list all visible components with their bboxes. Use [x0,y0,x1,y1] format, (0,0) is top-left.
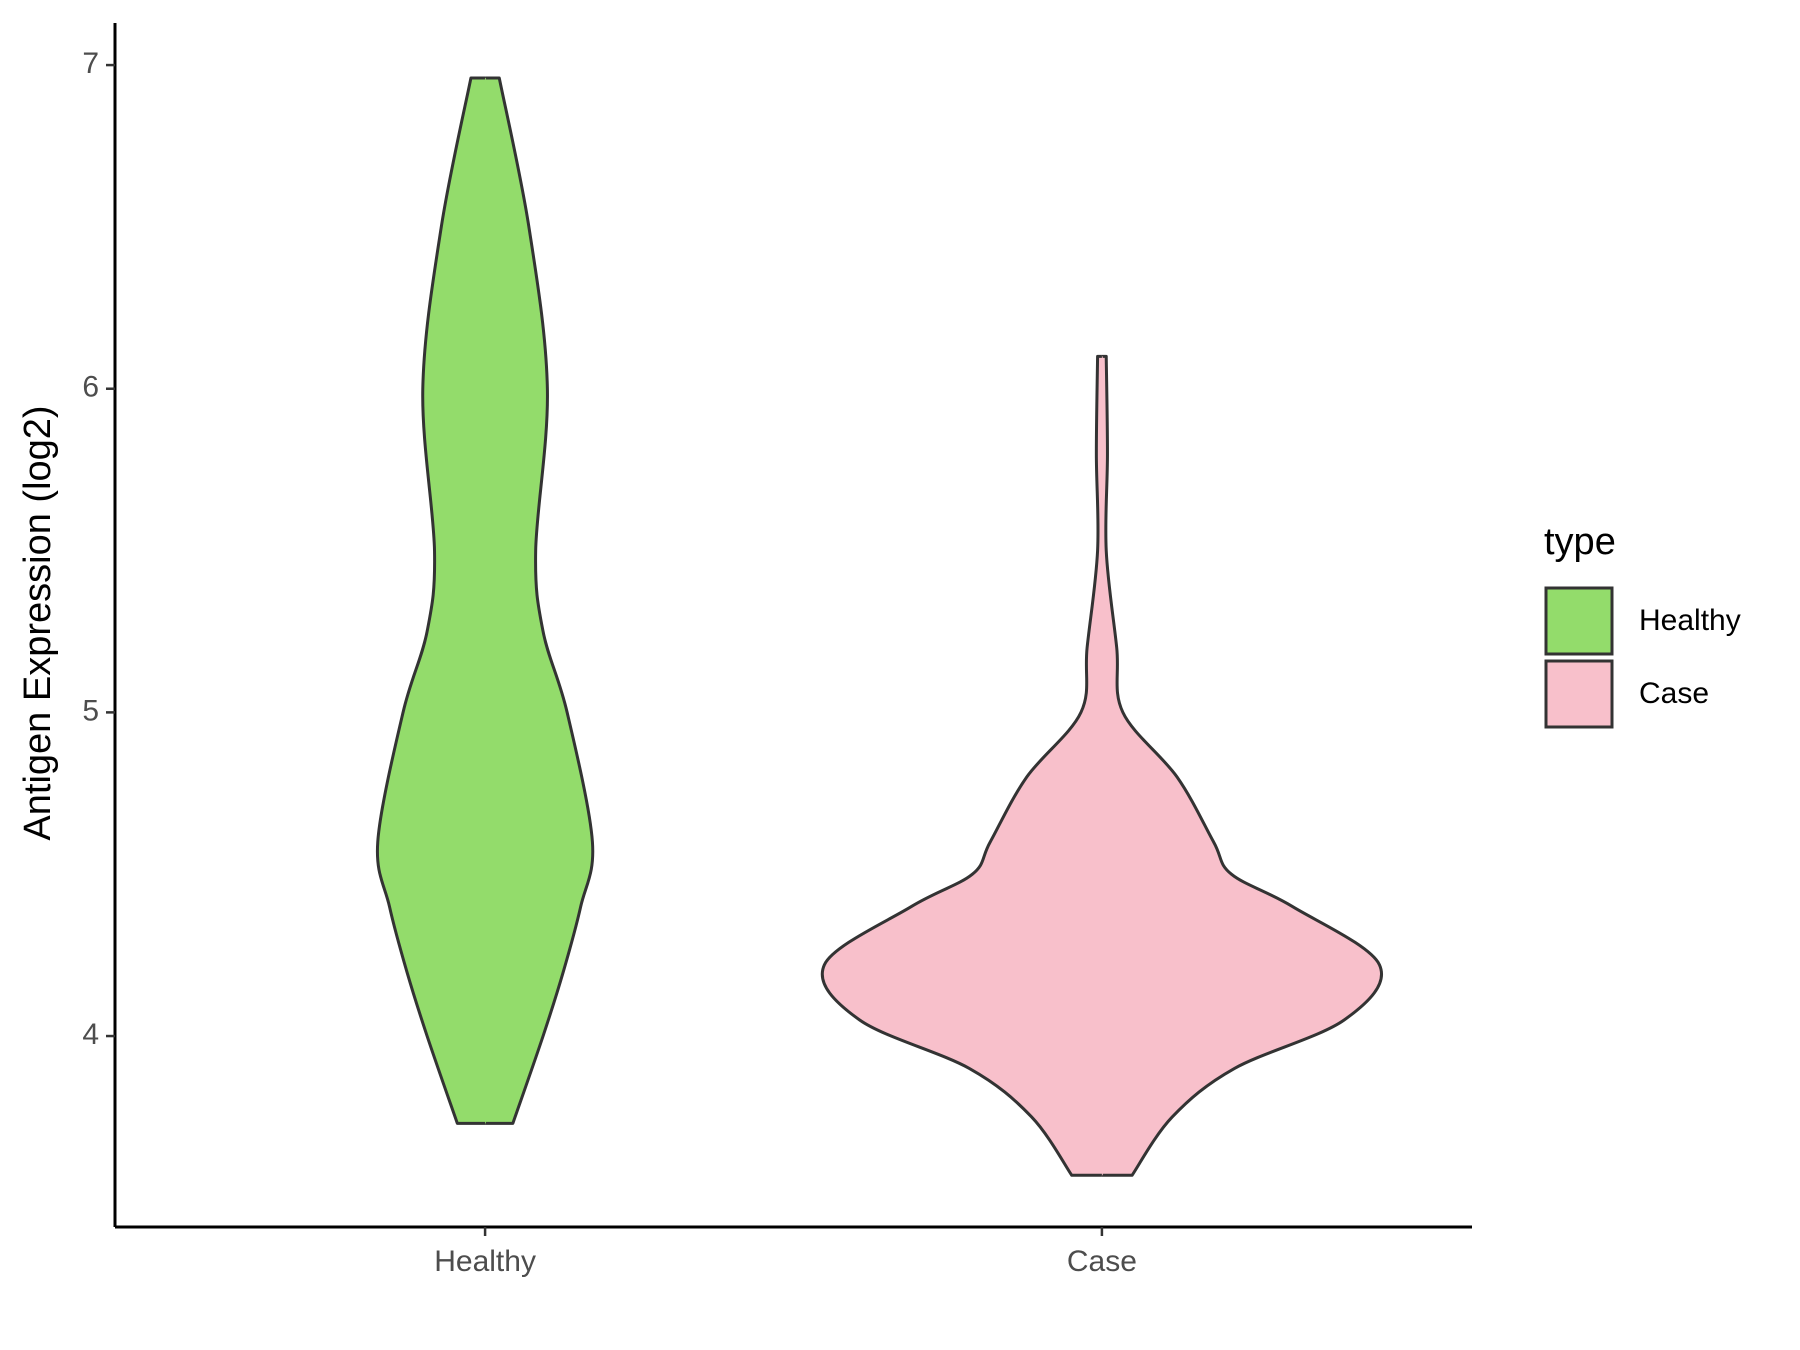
violin-half-fill [1101,356,1382,1176]
violin-outline [485,76,595,1125]
x-tick-label: Case [1067,1245,1137,1278]
violin-half-fill [822,356,1103,1176]
y-axis-title: Antigen Expression (log2) [17,405,59,840]
legend-label: Case [1639,677,1709,710]
legend-key [1544,659,1614,729]
violin-outline [375,76,486,1125]
violin-outline [820,354,1102,1177]
y-tick-label: 5 [82,694,99,727]
legend-key [1544,586,1614,656]
violin-outline [1101,354,1383,1177]
x-tick-label: Healthy [434,1245,536,1278]
y-tick-label: 6 [82,371,99,404]
y-tick-label: 4 [82,1018,99,1051]
violin-half-fill [377,78,486,1124]
y-tick-label: 7 [82,47,99,80]
legend-title: type [1544,521,1616,563]
legend-label: Healthy [1639,604,1741,637]
violin-half-fill [484,78,593,1124]
